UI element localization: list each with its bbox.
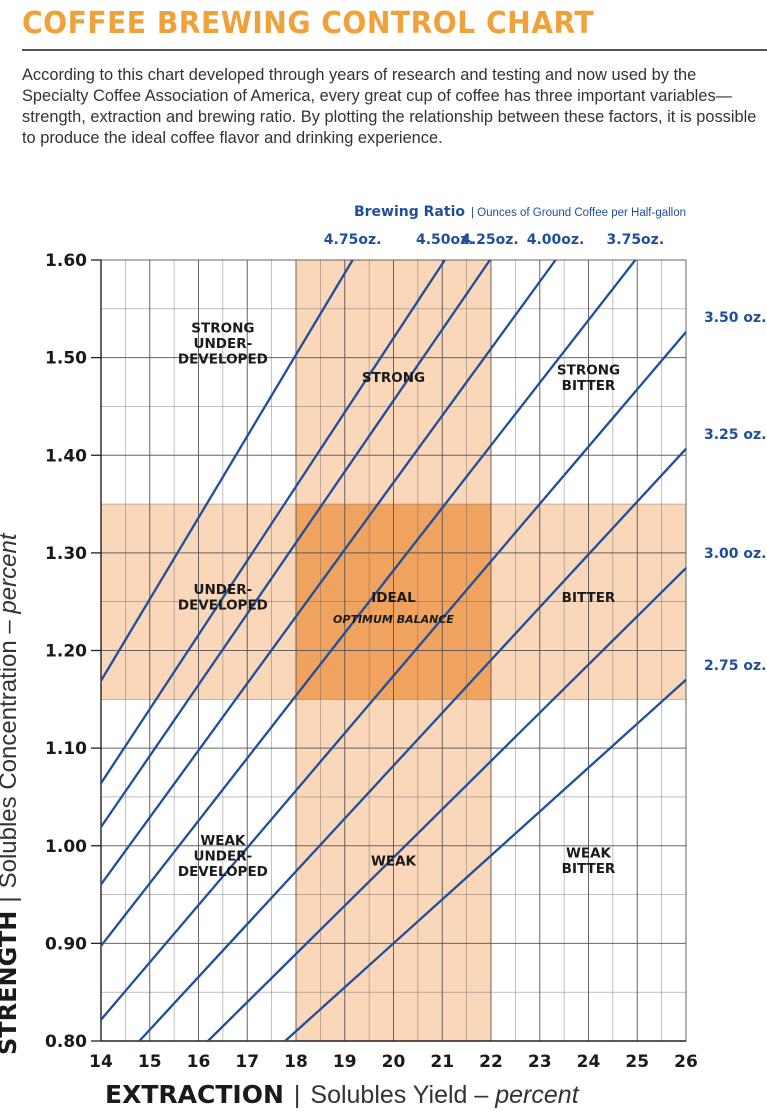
zone-label-line: IDEAL [371, 590, 416, 606]
title-underline [22, 49, 767, 51]
x-tick-label: 24 [577, 1052, 601, 1072]
y-tick-label: 1.30 [45, 544, 87, 564]
zone-label: WEAK UNDER-DEVELOPED [178, 833, 268, 880]
brewing-ratio-title: Brewing Ratio [354, 204, 465, 220]
x-tick-label: 18 [284, 1052, 308, 1072]
zone-label-line: WEAK [200, 833, 246, 849]
brewing-ratio-line [100, 259, 354, 682]
x-tick-label: 20 [382, 1052, 406, 1072]
x-axis-label-separator: | [293, 1081, 301, 1109]
x-tick-label: 21 [430, 1052, 454, 1072]
y-tick-label: 1.20 [45, 642, 87, 662]
x-tick-label: 17 [235, 1052, 259, 1072]
series-label: 2.75 oz. [704, 658, 767, 674]
zone-label-line: BITTER [562, 861, 616, 877]
zone-label: STRONG BITTER [557, 362, 620, 394]
zone-label-line: UNDER- [194, 336, 253, 352]
series-label: 3.50 oz. [704, 310, 767, 326]
zone-label: WEAK [371, 853, 417, 869]
y-tick-label: 0.90 [45, 934, 87, 954]
x-tick-label: 23 [528, 1052, 552, 1072]
zone-label-line: DEVELOPED [178, 864, 268, 880]
ideal-subtitle: OPTIMUM BALANCE [333, 613, 454, 626]
zone-label-line: WEAK [566, 846, 612, 862]
zone-label-line: BITTER [562, 378, 616, 394]
series-label: 3.25 oz. [704, 427, 767, 443]
x-axis-label-italic: percent [495, 1081, 579, 1109]
y-axis-label-italic: percent [0, 533, 22, 614]
zone-label-line: STRONG [557, 362, 620, 378]
brewing-ratio-line [100, 259, 557, 886]
y-axis-label: STRENGTH | Solubles Concentration – percen… [0, 534, 23, 1056]
x-tick-label: 19 [333, 1052, 357, 1072]
x-tick-label: 15 [138, 1052, 162, 1072]
x-tick-label: 14 [89, 1052, 113, 1072]
x-tick-label: 16 [187, 1052, 211, 1072]
x-axis-label-rest: Solubles Yield – [310, 1081, 496, 1109]
y-tick-label: 0.80 [45, 1032, 87, 1052]
brewing-ratio-line [100, 259, 637, 947]
brewing-ratio-line [100, 331, 687, 1021]
zone-label: WEAK BITTER [562, 846, 616, 878]
series-label: 4.25oz. [461, 232, 519, 248]
y-axis-label-rest: Solubles Concentration – [0, 620, 22, 889]
zone-label-line: DEVELOPED [178, 351, 268, 367]
zone-label-line: UNDER- [194, 582, 253, 598]
brewing-ratio-line [100, 259, 446, 784]
y-tick-label: 1.10 [45, 739, 87, 759]
series-label: 4.75oz. [324, 232, 382, 248]
zone-label: UNDER-DEVELOPED [178, 582, 268, 614]
series-label: 4.00oz. [527, 232, 585, 248]
zone-label-line: STRONG [362, 370, 425, 386]
y-tick-label: 1.40 [45, 446, 87, 466]
zone-label: STRONG [362, 370, 425, 386]
x-tick-label: 25 [625, 1052, 649, 1072]
x-tick-label: 26 [674, 1052, 698, 1072]
y-axis-label-separator: | [0, 896, 22, 902]
x-tick-label: 22 [479, 1052, 503, 1072]
zone-label-line: WEAK [371, 853, 417, 869]
zone-label-line: UNDER- [194, 849, 253, 865]
series-label: 3.75oz. [607, 232, 665, 248]
brewing-ratio-line [207, 567, 687, 1042]
zone-label: STRONG UNDER-DEVELOPED [178, 320, 268, 367]
y-axis-label-bold: STRENGTH [0, 910, 22, 1055]
zone-label-line: BITTER [562, 590, 616, 606]
series-label: 3.00 oz. [704, 546, 767, 562]
brewing-ratio-subtitle: | Ounces of Ground Coffee per Half-gallo… [471, 207, 686, 219]
zone-label-line: DEVELOPED [178, 598, 268, 614]
page-title: COFFEE BREWING CONTROL CHART [22, 6, 595, 41]
y-tick-label: 1.00 [45, 837, 87, 857]
brewing-ratio-line [284, 678, 687, 1042]
brewing-ratio-line [138, 448, 687, 1042]
zone-label: IDEAL [371, 590, 416, 606]
x-axis-label-bold: EXTRACTION [105, 1080, 284, 1109]
x-axis-label: EXTRACTION | Solubles Yield – percent [105, 1080, 579, 1110]
y-tick-label: 1.60 [45, 251, 87, 271]
intro-paragraph: According to this chart developed throug… [22, 66, 757, 147]
y-tick-label: 1.50 [45, 349, 87, 369]
series-label: 4.50oz. [416, 232, 474, 248]
zone-label-line: STRONG [191, 320, 254, 336]
brewing-ratio-line [100, 259, 491, 828]
zone-label: BITTER [562, 590, 616, 606]
